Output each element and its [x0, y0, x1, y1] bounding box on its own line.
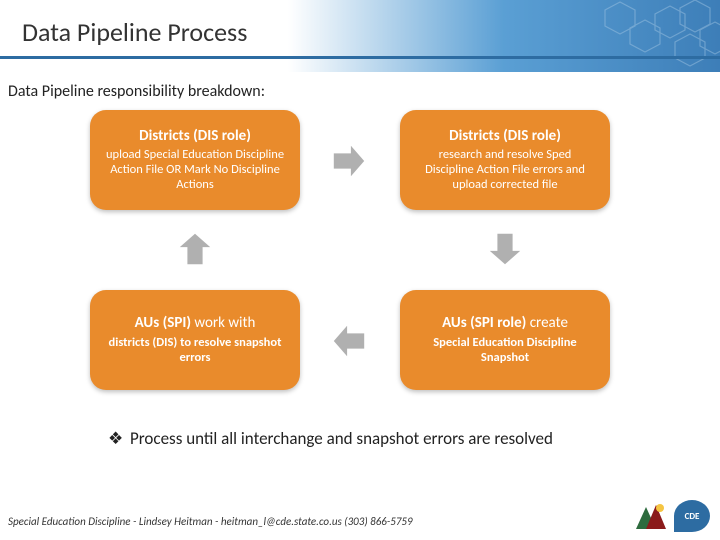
process-diagram: Districts (DIS role) upload Special Educ… [60, 110, 640, 420]
cde-logo-label: CDE [685, 511, 700, 522]
slide-subtitle: Data Pipeline responsibility breakdown: [8, 82, 265, 101]
box-districts-resolve: Districts (DIS role) research and resolv… [400, 110, 610, 210]
box-districts-upload: Districts (DIS role) upload Special Educ… [90, 110, 300, 210]
slide-title: Data Pipeline Process [22, 16, 247, 48]
box-body: research and resolve Sped Discipline Act… [414, 147, 596, 192]
logo-area: CDE [634, 500, 710, 532]
box-aus-resolve-snapshot: AUs (SPI) work with districts (DIS) to r… [90, 290, 300, 390]
arrow-right-icon [330, 142, 368, 180]
footer-contact: Special Education Discipline - Lindsey H… [8, 515, 413, 528]
colorado-logo-icon [634, 501, 668, 531]
box-body: Special Education Discipline Snapshot [414, 335, 596, 365]
box-body: upload Special Education Discipline Acti… [104, 147, 286, 192]
diamond-bullet-icon: ❖ [108, 428, 123, 449]
box-title: AUs (SPI role) create [442, 315, 568, 332]
arrow-down-icon [486, 230, 524, 268]
title-underline [0, 56, 720, 59]
cde-logo-icon: CDE [674, 500, 710, 532]
arrow-up-icon [176, 230, 214, 268]
box-body: districts (DIS) to resolve snapshot erro… [104, 335, 286, 365]
summary-bullet: ❖ Process until all interchange and snap… [130, 428, 630, 449]
bullet-text: Process until all interchange and snapsh… [130, 428, 553, 449]
box-title: Districts (DIS role) [139, 128, 251, 145]
box-aus-create-snapshot: AUs (SPI role) create Special Education … [400, 290, 610, 390]
header-hex-pattern [440, 0, 720, 72]
box-title: Districts (DIS role) [449, 128, 561, 145]
box-title: AUs (SPI) work with [135, 315, 256, 332]
arrow-left-icon [330, 322, 368, 360]
